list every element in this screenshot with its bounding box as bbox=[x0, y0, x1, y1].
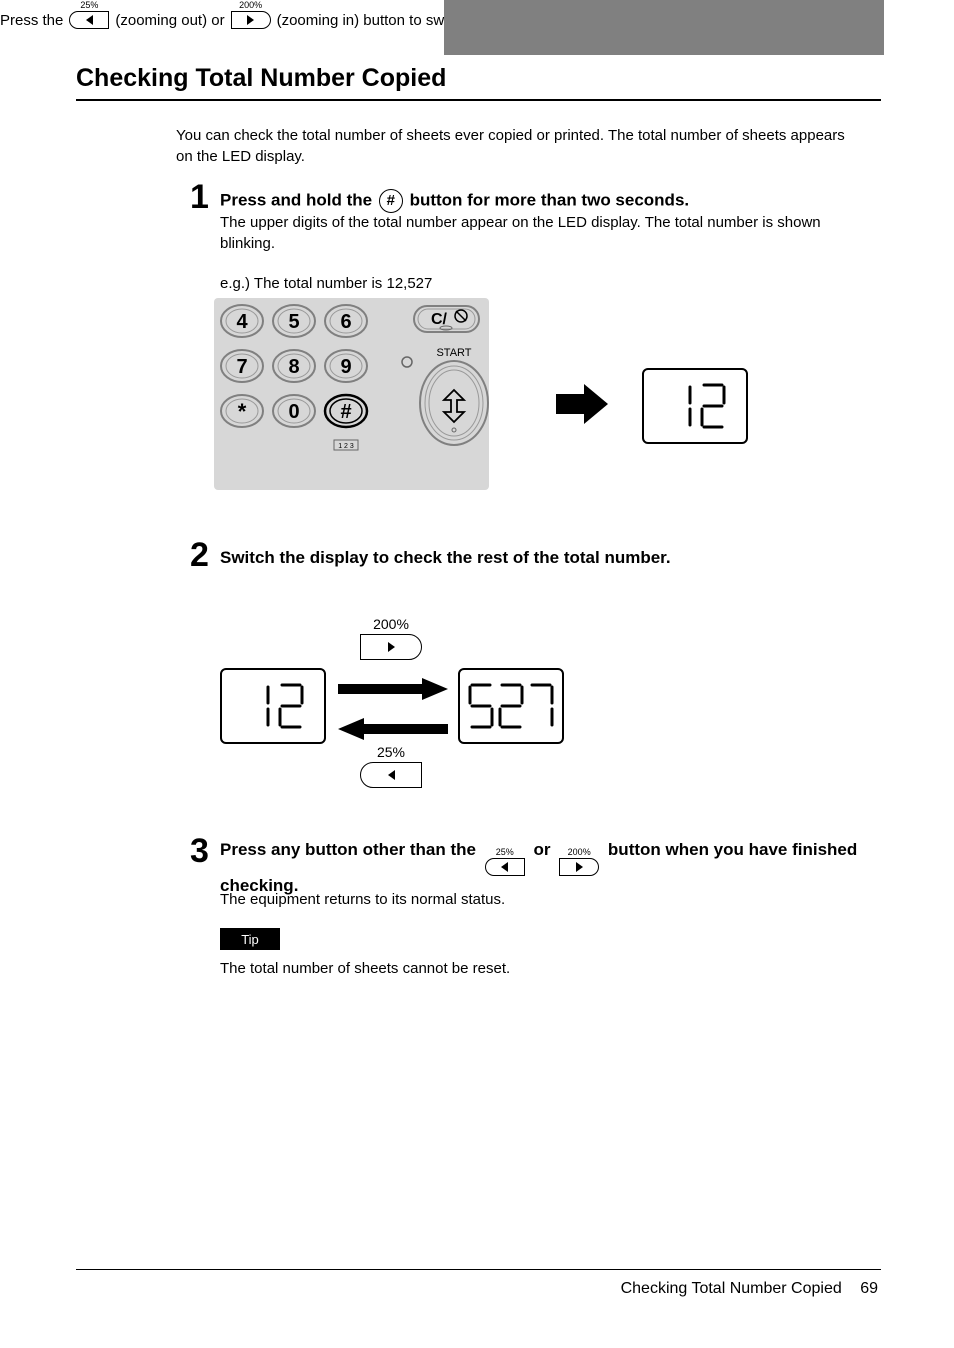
step-3-number: 3 bbox=[190, 832, 209, 871]
key-0: 0 bbox=[273, 395, 315, 427]
step-1-number: 1 bbox=[190, 178, 209, 217]
step-3-body: The equipment returns to its normal stat… bbox=[220, 889, 860, 910]
title-underline bbox=[76, 99, 881, 101]
tip-text: The total number of sheets cannot be res… bbox=[220, 960, 510, 977]
zoom-in-button-inline: 200% bbox=[231, 0, 271, 29]
intro-text: You can check the total number of sheets… bbox=[176, 125, 856, 167]
led-display-upper bbox=[642, 368, 748, 444]
step-3-heading: Press any button other than the 25% or 2… bbox=[220, 840, 860, 896]
svg-text:9: 9 bbox=[340, 356, 351, 378]
step-1-body: The upper digits of the total number app… bbox=[220, 212, 860, 254]
start-button: START bbox=[402, 347, 488, 445]
triangle-left-icon bbox=[388, 770, 395, 780]
key-5: 5 bbox=[273, 305, 315, 337]
arrow-left-thin-icon bbox=[338, 716, 448, 742]
step-2-diagram: 200% bbox=[220, 616, 650, 796]
led-display-upper-2 bbox=[220, 668, 326, 744]
svg-text:#: # bbox=[340, 401, 351, 423]
header-grey-bar bbox=[444, 0, 884, 55]
step-1-heading-before: Press and hold the bbox=[220, 190, 372, 209]
seven-segment-12 bbox=[676, 382, 736, 430]
triangle-left-icon bbox=[86, 15, 93, 25]
key-9: 9 bbox=[325, 350, 367, 382]
step-2-body-mid: (zooming out) or bbox=[115, 12, 224, 29]
step-1-heading: Press and hold the # button for more tha… bbox=[220, 189, 689, 213]
svg-text:7: 7 bbox=[236, 356, 247, 378]
step-3-heading-before: Press any button other than the bbox=[220, 840, 476, 859]
svg-text:5: 5 bbox=[288, 311, 299, 333]
seven-segment-12-b bbox=[254, 682, 314, 730]
svg-text:C/: C/ bbox=[431, 311, 448, 328]
keypad-panel: 4 5 6 7 8 9 * 0 # 1 2 3 C/ START bbox=[214, 298, 489, 490]
tip-label: Tip bbox=[220, 928, 280, 950]
svg-text:0: 0 bbox=[288, 401, 299, 423]
keypad-svg: 4 5 6 7 8 9 * 0 # 1 2 3 C/ START bbox=[214, 298, 489, 490]
svg-text:4: 4 bbox=[236, 311, 248, 333]
triangle-right-icon bbox=[388, 642, 395, 652]
start-diamond-icon bbox=[444, 390, 464, 422]
footer-line bbox=[76, 1269, 881, 1270]
zoom-out-button-inline: 25% bbox=[69, 0, 109, 29]
page-number: 69 bbox=[860, 1280, 878, 1297]
svg-text:8: 8 bbox=[288, 356, 299, 378]
hash-icon: # bbox=[379, 189, 403, 213]
step-3-heading-mid: or bbox=[533, 840, 550, 859]
zoom-in-button-big: 200% bbox=[360, 616, 422, 660]
step-2-number: 2 bbox=[190, 536, 209, 575]
step-1-example: e.g.) The total number is 12,527 bbox=[220, 275, 432, 292]
svg-text:START: START bbox=[436, 347, 471, 359]
footer: Checking Total Number Copied 69 bbox=[621, 1280, 878, 1298]
seven-segment-527 bbox=[466, 682, 556, 730]
page-title: Checking Total Number Copied bbox=[76, 64, 446, 93]
arrow-right-thin-icon bbox=[338, 676, 448, 702]
zoom-out-button-big: 25% bbox=[360, 744, 422, 788]
triangle-right-icon bbox=[247, 15, 254, 25]
key-7: 7 bbox=[221, 350, 263, 382]
led-display-lower bbox=[458, 668, 564, 744]
triangle-right-icon bbox=[576, 862, 583, 872]
zoom-out-button-inline-2: 25% bbox=[485, 847, 525, 876]
key-8: 8 bbox=[273, 350, 315, 382]
triangle-left-icon bbox=[501, 862, 508, 872]
step-2-body-before: Press the bbox=[0, 12, 63, 29]
key-hash: # bbox=[325, 395, 367, 427]
footer-label: Checking Total Number Copied bbox=[621, 1280, 842, 1297]
key-4: 4 bbox=[221, 305, 263, 337]
zoom-in-button-inline-2: 200% bbox=[559, 847, 599, 876]
key-6: 6 bbox=[325, 305, 367, 337]
svg-text:6: 6 bbox=[340, 311, 351, 333]
arrow-right-icon bbox=[556, 384, 608, 424]
clear-button: C/ bbox=[414, 306, 479, 332]
step-2-heading: Switch the display to check the rest of … bbox=[220, 548, 671, 568]
step-1-heading-after: button for more than two seconds. bbox=[410, 190, 690, 209]
small-label: 1 2 3 bbox=[338, 443, 354, 450]
key-star: * bbox=[221, 395, 263, 427]
svg-text:*: * bbox=[238, 399, 247, 424]
